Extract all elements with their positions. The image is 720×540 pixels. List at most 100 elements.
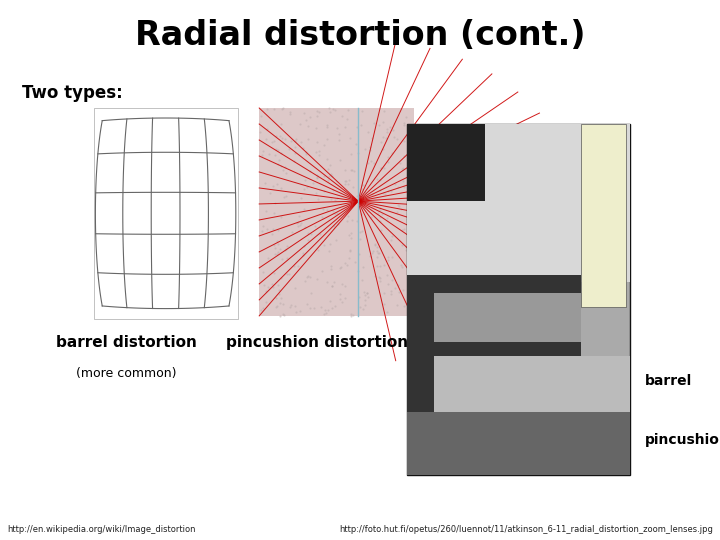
Point <box>266 138 278 146</box>
Point <box>386 275 397 284</box>
Point <box>325 265 336 273</box>
Point <box>321 278 333 286</box>
Point <box>320 306 331 314</box>
Point <box>261 224 273 233</box>
Point <box>281 192 292 201</box>
Bar <box>407 124 630 475</box>
Point <box>311 137 323 146</box>
Point <box>339 166 351 175</box>
Point <box>404 153 415 162</box>
Point <box>395 261 407 269</box>
Point <box>373 272 384 281</box>
Point <box>270 132 282 140</box>
Point <box>322 164 333 173</box>
Point <box>312 246 324 254</box>
Point <box>261 207 272 215</box>
Point <box>406 237 418 245</box>
Point <box>369 119 380 127</box>
Point <box>374 206 386 214</box>
Point <box>297 248 308 257</box>
Point <box>331 124 343 132</box>
Point <box>405 157 417 166</box>
Point <box>270 302 282 311</box>
Point <box>325 108 336 117</box>
Point <box>382 153 393 161</box>
Point <box>311 172 323 181</box>
Point <box>310 124 322 133</box>
Point <box>275 311 287 320</box>
Point <box>342 180 354 188</box>
Point <box>351 140 362 149</box>
Point <box>328 278 340 286</box>
Point <box>372 253 383 261</box>
Point <box>401 215 413 224</box>
Point <box>326 281 338 290</box>
Point <box>302 183 313 191</box>
Point <box>366 249 377 258</box>
Point <box>357 305 369 314</box>
Point <box>320 308 332 317</box>
Point <box>334 290 346 299</box>
Point <box>357 180 369 189</box>
Point <box>347 183 359 191</box>
Point <box>357 193 369 201</box>
Bar <box>407 293 581 342</box>
Point <box>378 260 390 269</box>
Point <box>366 190 377 198</box>
Point <box>282 254 293 262</box>
Point <box>280 168 292 177</box>
Point <box>369 272 381 280</box>
Point <box>293 211 305 220</box>
Point <box>267 283 279 292</box>
Bar <box>407 124 485 201</box>
Point <box>327 282 338 291</box>
Point <box>318 187 329 195</box>
Point <box>311 112 323 121</box>
Point <box>339 294 351 302</box>
Point <box>339 282 351 291</box>
Point <box>403 151 415 160</box>
Point <box>266 230 278 238</box>
Point <box>325 262 337 271</box>
Point <box>268 104 279 113</box>
Point <box>272 280 284 289</box>
Point <box>259 179 271 188</box>
Point <box>266 280 278 288</box>
Point <box>321 120 333 129</box>
Point <box>378 164 390 173</box>
Point <box>330 236 341 245</box>
Point <box>328 186 339 195</box>
Point <box>264 189 275 198</box>
Point <box>341 261 352 270</box>
Point <box>401 199 413 208</box>
Point <box>397 262 408 271</box>
Point <box>269 151 281 160</box>
Point <box>399 137 410 146</box>
Point <box>398 225 410 234</box>
Point <box>393 201 405 210</box>
Point <box>381 125 392 134</box>
Point <box>361 288 372 297</box>
Point <box>311 173 323 182</box>
Point <box>374 273 386 282</box>
Point <box>271 250 283 259</box>
Point <box>275 213 287 221</box>
Point <box>305 288 317 297</box>
Point <box>343 253 355 262</box>
Point <box>305 304 316 313</box>
Point <box>302 229 314 238</box>
Point <box>333 136 345 145</box>
Point <box>300 176 311 185</box>
Point <box>394 158 405 167</box>
Point <box>325 171 337 180</box>
Text: barrel distortion: barrel distortion <box>55 335 197 350</box>
Bar <box>407 356 630 412</box>
Point <box>398 119 410 127</box>
Point <box>351 196 363 205</box>
Point <box>403 207 415 215</box>
Point <box>313 147 325 156</box>
Point <box>270 294 282 303</box>
Point <box>332 220 343 229</box>
Point <box>374 261 385 270</box>
Point <box>395 205 407 214</box>
